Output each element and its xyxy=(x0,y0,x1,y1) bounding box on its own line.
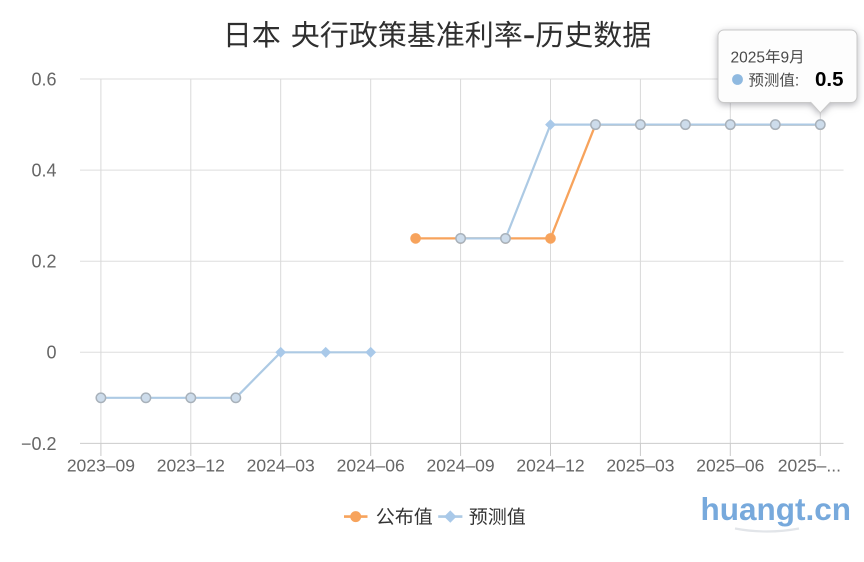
svg-text:2023–09: 2023–09 xyxy=(67,456,135,476)
svg-text:2025–03: 2025–03 xyxy=(606,456,674,476)
svg-text:2025–...: 2025–... xyxy=(778,456,841,476)
svg-text:2024–12: 2024–12 xyxy=(516,456,584,476)
svg-text:0.4: 0.4 xyxy=(31,161,56,181)
svg-text:0.2: 0.2 xyxy=(31,252,56,272)
svg-text:huangt.cn: huangt.cn xyxy=(701,491,852,527)
svg-text:2024–03: 2024–03 xyxy=(247,456,315,476)
svg-text:2023–12: 2023–12 xyxy=(157,456,225,476)
svg-text:9: 9 xyxy=(781,49,790,66)
svg-text:2025–06: 2025–06 xyxy=(696,456,764,476)
svg-text:2024–06: 2024–06 xyxy=(337,456,405,476)
svg-text:2025: 2025 xyxy=(731,49,765,66)
svg-text:0.5: 0.5 xyxy=(815,68,844,91)
svg-text:2024–09: 2024–09 xyxy=(427,456,495,476)
svg-text:0.6: 0.6 xyxy=(31,69,56,89)
svg-text:−0.2: −0.2 xyxy=(21,434,57,454)
svg-text:0: 0 xyxy=(46,343,56,363)
svg-text::: : xyxy=(795,73,799,90)
